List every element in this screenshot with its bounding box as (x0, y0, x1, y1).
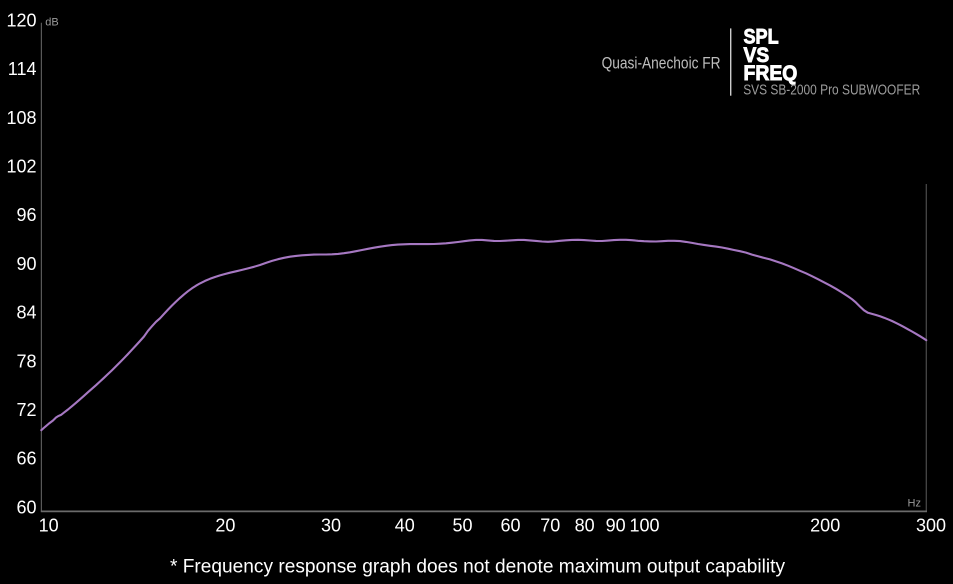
svg-text:40: 40 (395, 516, 415, 536)
svg-text:20: 20 (215, 516, 235, 536)
svg-text:120: 120 (6, 10, 36, 30)
svg-text:70: 70 (540, 516, 560, 536)
svg-text:SPL: SPL (744, 26, 779, 49)
svg-text:114: 114 (8, 59, 37, 79)
svg-text:FREQ: FREQ (744, 62, 798, 85)
svg-text:10: 10 (39, 516, 59, 536)
svg-text:90: 90 (16, 254, 36, 274)
svg-text:Quasi-Anechoic FR: Quasi-Anechoic FR (602, 54, 721, 72)
svg-text:80: 80 (575, 516, 595, 536)
svg-text:72: 72 (16, 400, 36, 420)
svg-text:66: 66 (16, 449, 36, 469)
svg-text:* Frequency response graph doe: * Frequency response graph does not deno… (170, 557, 785, 578)
svg-text:108: 108 (6, 108, 36, 128)
svg-text:60: 60 (16, 497, 36, 517)
svg-text:VS: VS (744, 44, 770, 67)
svg-text:100: 100 (629, 516, 659, 536)
svg-text:102: 102 (6, 157, 36, 177)
svg-text:SVS SB-2000 Pro SUBWOOFER: SVS SB-2000 Pro SUBWOOFER (743, 83, 920, 99)
svg-text:300: 300 (916, 516, 946, 536)
svg-text:90: 90 (606, 516, 626, 536)
svg-text:200: 200 (810, 516, 840, 536)
svg-text:50: 50 (452, 516, 472, 536)
svg-text:60: 60 (500, 516, 520, 536)
svg-text:78: 78 (16, 351, 36, 371)
svg-text:30: 30 (321, 516, 341, 536)
svg-text:84: 84 (16, 303, 36, 323)
svg-text:Hz: Hz (908, 498, 921, 510)
svg-text:96: 96 (16, 205, 36, 225)
svg-text:dB: dB (45, 16, 58, 28)
